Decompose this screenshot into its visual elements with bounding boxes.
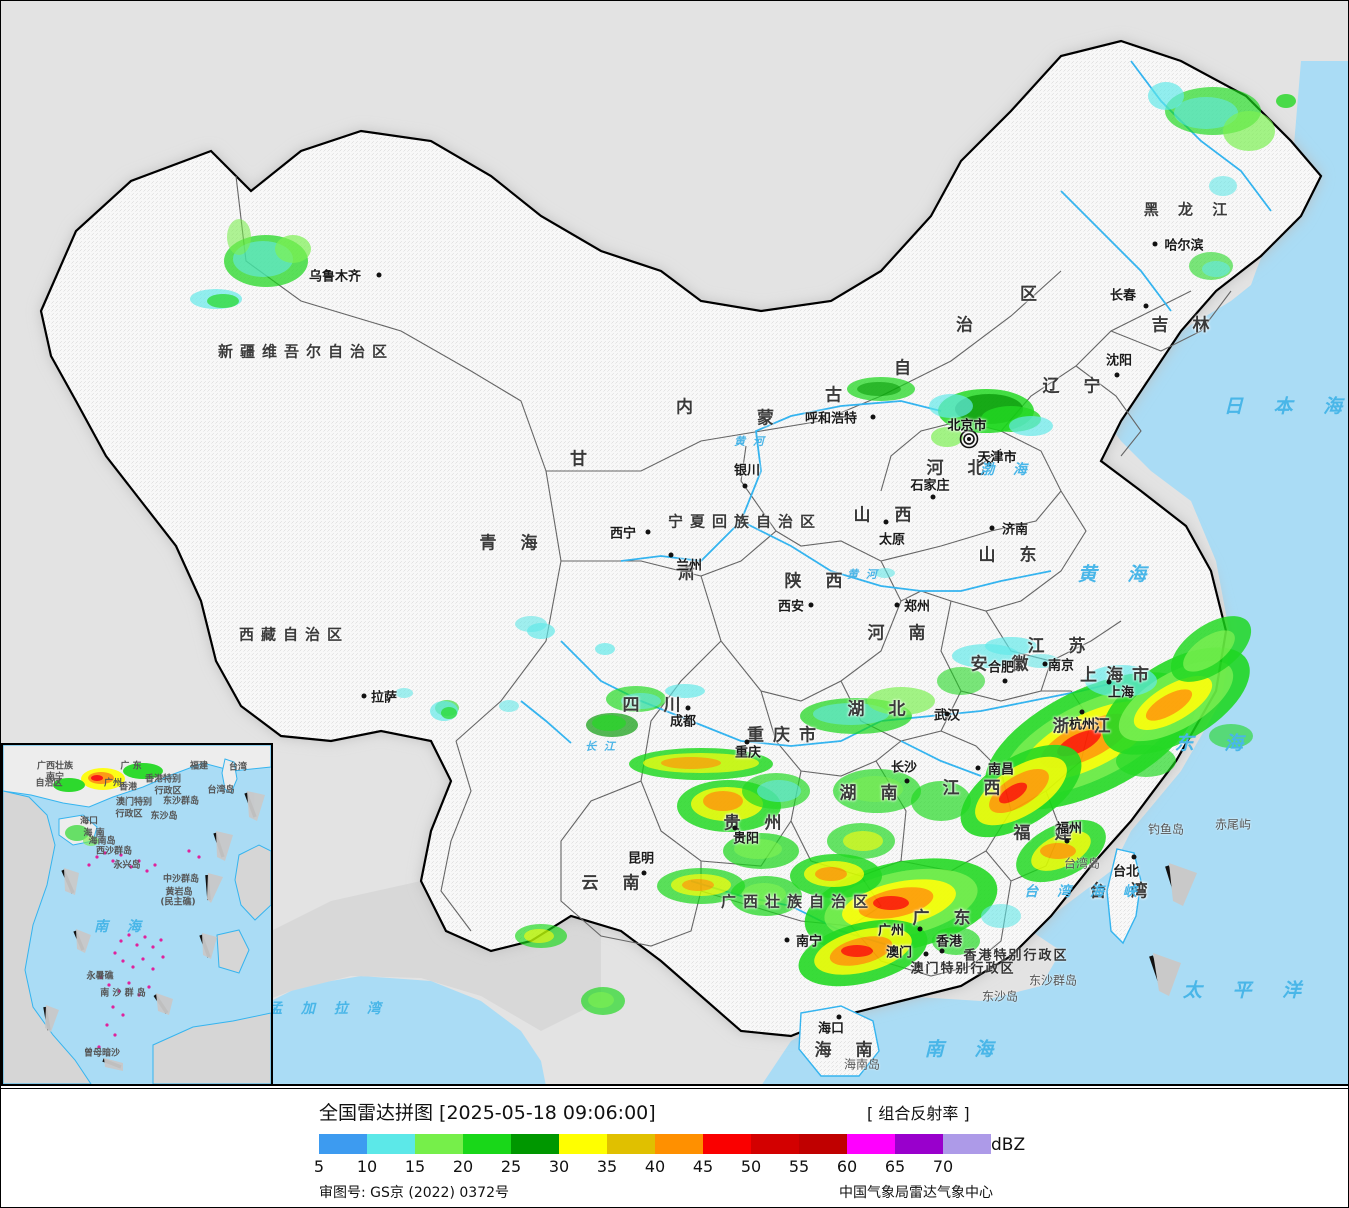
echo-heilongjiang xyxy=(1148,82,1296,280)
ocean-area xyxy=(762,105,1348,1084)
city-dot-16 xyxy=(1002,678,1008,684)
colorbar-tick-25: 25 xyxy=(500,1157,522,1176)
echo-south-china xyxy=(515,854,1021,1015)
inset-graphic xyxy=(3,745,271,1084)
colorbar-tick-5: 5 xyxy=(313,1157,325,1176)
city-dot-11 xyxy=(989,525,995,531)
city-dot-1 xyxy=(361,693,367,699)
city-dot-26 xyxy=(732,825,738,831)
colorbar-swatch-35 xyxy=(607,1134,655,1154)
city-dot-21 xyxy=(1064,838,1070,844)
city-dot-28 xyxy=(784,937,790,943)
echo-xinjiang xyxy=(190,219,311,309)
city-dot-8 xyxy=(930,494,936,500)
ocean-southwest xyxy=(271,976,546,1084)
colorbar-tick-60: 60 xyxy=(836,1157,858,1176)
legend-panel: 全国雷达拼图 [2025-05-18 09:06:00] [ 组合反射率 ] d… xyxy=(1,1088,1348,1207)
city-dot-20 xyxy=(975,765,981,771)
city-dot-30 xyxy=(939,948,945,954)
city-dot-22 xyxy=(904,778,910,784)
colorbar-swatch-30 xyxy=(559,1134,607,1154)
colorbar-swatch-70 xyxy=(943,1134,991,1154)
hainan-island xyxy=(798,1005,880,1077)
south-china-sea-inset[interactable]: 南 海广西壮族 自治区广 东南宁 广州 香港 香港特别 行政区 澳门特别 行政区 福建 台湾 台湾岛… xyxy=(1,743,273,1084)
city-dot-2 xyxy=(645,529,651,535)
colorbar-tick-20: 20 xyxy=(452,1157,474,1176)
colorbar-swatch-15 xyxy=(415,1134,463,1154)
echo-tibet-yunnan xyxy=(430,616,547,721)
colorbar-tick-30: 30 xyxy=(548,1157,570,1176)
colorbar-swatch-40 xyxy=(655,1134,703,1154)
city-dot-5 xyxy=(870,414,876,420)
issuing-agency: 中国气象局雷达气象中心 xyxy=(839,1185,993,1201)
legend-product-label: [ 组合反射率 ] xyxy=(867,1104,970,1123)
colorbar-swatch-50 xyxy=(751,1134,799,1154)
colorbar-tick-50: 50 xyxy=(740,1157,762,1176)
dbz-colorbar xyxy=(319,1134,991,1154)
city-dot-25 xyxy=(744,739,750,745)
tianjin-leader-line xyxy=(982,448,1002,464)
city-dot-27 xyxy=(641,870,647,876)
dbz-tick-labels: 5 10 15 20 25 30 35 40 45 50 55 60 65 70 xyxy=(314,1157,999,1177)
map-approval-number: 审图号: GS京 (2022) 0372号 xyxy=(319,1185,509,1201)
city-dot-18 xyxy=(1106,679,1112,685)
colorbar-tick-70: 70 xyxy=(932,1157,954,1176)
colorbar-swatch-5 xyxy=(319,1134,367,1154)
colorbar-tick-55: 55 xyxy=(788,1157,810,1176)
echo-southwest-band xyxy=(629,748,810,869)
dbz-unit-label: dBZ xyxy=(991,1135,1026,1155)
city-dot-4 xyxy=(742,483,748,489)
colorbar-tick-15: 15 xyxy=(404,1157,426,1176)
colorbar-swatch-10 xyxy=(367,1134,415,1154)
radar-map-panel[interactable]: 新疆维吾尔自治区 西藏自治区青 海甘肃内蒙古自治区宁夏回族自治区陕 西山 西河 北… xyxy=(1,1,1348,1086)
city-dot-3 xyxy=(668,552,674,558)
colorbar-swatch-65 xyxy=(895,1134,943,1154)
colorbar-tick-10: 10 xyxy=(356,1157,378,1176)
colorbar-swatch-20 xyxy=(463,1134,511,1154)
legend-title: 全国雷达拼图 [2025-05-18 09:06:00] xyxy=(319,1102,656,1124)
colorbar-swatch-55 xyxy=(799,1134,847,1154)
city-dot-12 xyxy=(894,602,900,608)
colorbar-tick-45: 45 xyxy=(692,1157,714,1176)
city-dot-24 xyxy=(685,705,691,711)
city-dot-14 xyxy=(1143,303,1149,309)
colorbar-swatch-45 xyxy=(703,1134,751,1154)
beijing-capital-marker xyxy=(959,429,979,449)
city-dot-10 xyxy=(986,461,992,467)
reef-symbols xyxy=(87,849,201,1049)
city-dot-15 xyxy=(1152,241,1158,247)
colorbar-swatch-60 xyxy=(847,1134,895,1154)
city-dot-0 xyxy=(376,272,382,278)
map-graphic xyxy=(1,1,1348,1084)
city-dot-33 xyxy=(1131,854,1137,860)
city-dot-32 xyxy=(836,1014,842,1020)
colorbar-tick-65: 65 xyxy=(884,1157,906,1176)
city-dot-19 xyxy=(1079,709,1085,715)
city-dot-23 xyxy=(944,711,950,717)
radar-echo-layer xyxy=(190,82,1296,1015)
echo-sichuan xyxy=(586,684,705,737)
city-dot-17 xyxy=(1042,661,1048,667)
colorbar-tick-40: 40 xyxy=(644,1157,666,1176)
ocean-northeast xyxy=(1231,61,1348,421)
echo-middle-yangtze xyxy=(800,687,971,859)
city-dot-6 xyxy=(808,602,814,608)
city-dot-13 xyxy=(1114,372,1120,378)
city-dot-29 xyxy=(917,926,923,932)
colorbar-tick-35: 35 xyxy=(596,1157,618,1176)
echo-north-china xyxy=(847,377,1053,447)
city-dot-7 xyxy=(883,519,889,525)
boundary-dash-shadows xyxy=(1153,863,1197,996)
echo-zhejiang-fujian xyxy=(960,616,1253,883)
echo-anhui xyxy=(937,637,1059,695)
colorbar-swatch-25 xyxy=(511,1134,559,1154)
city-dot-31 xyxy=(923,951,929,957)
